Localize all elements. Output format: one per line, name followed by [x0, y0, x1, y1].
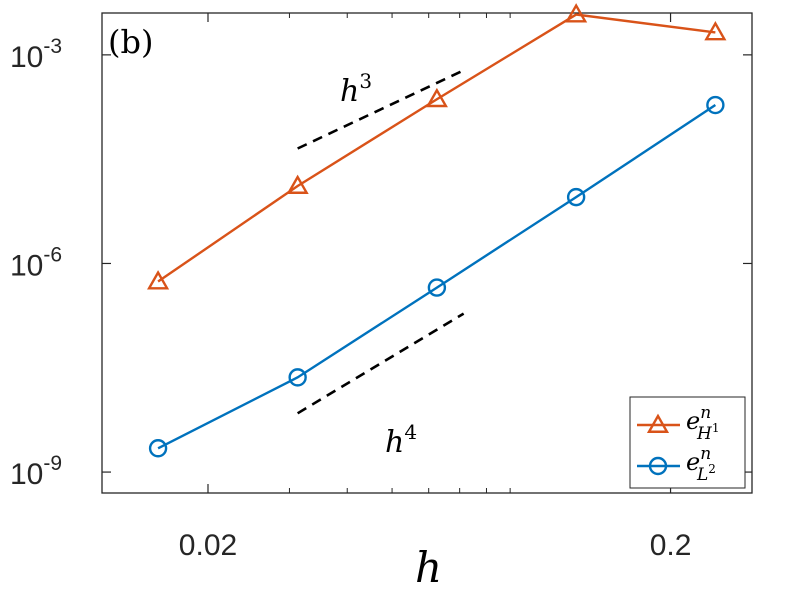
data-point-circle	[648, 456, 668, 476]
legend-box	[629, 396, 746, 489]
data-series	[147, 3, 727, 458]
y-tick-label: 10-3	[10, 35, 62, 74]
x-tick-label: 0.2	[650, 529, 692, 562]
reference-slope-label: h4	[385, 420, 417, 460]
data-point-circle	[427, 278, 447, 297]
data-point-triangle	[147, 270, 170, 290]
data-point-circle	[706, 95, 725, 115]
axis-ticks	[102, 13, 752, 493]
reference-slope-line	[297, 69, 465, 150]
y-tick-label: 10-6	[10, 243, 62, 282]
data-point-triangle	[704, 21, 727, 41]
data-point-triangle	[565, 3, 588, 23]
series-group	[147, 3, 727, 290]
data-point-triangle	[425, 87, 448, 108]
reference-lines: h3 h4	[296, 69, 465, 460]
data-point-circle	[288, 368, 307, 387]
panel-label: (b)	[108, 23, 153, 61]
x-axis-label: h	[415, 543, 442, 592]
series-line	[157, 13, 716, 283]
tick-labels: 0.02 0.2 10-9 10-6 10-3	[10, 35, 691, 562]
data-point-circle	[148, 439, 168, 458]
series-line	[157, 104, 717, 450]
legend-label: en L2	[686, 444, 716, 485]
x-tick-label: 0.02	[179, 529, 237, 562]
data-point-triangle	[646, 413, 670, 433]
legend-label: en H1	[686, 403, 719, 444]
series-group	[148, 95, 725, 458]
data-point-triangle	[286, 174, 309, 194]
data-point-circle	[566, 187, 586, 207]
reference-slope-line	[296, 312, 465, 415]
y-tick-label: 10-9	[10, 452, 62, 491]
reference-slope-label: h3	[340, 69, 372, 109]
